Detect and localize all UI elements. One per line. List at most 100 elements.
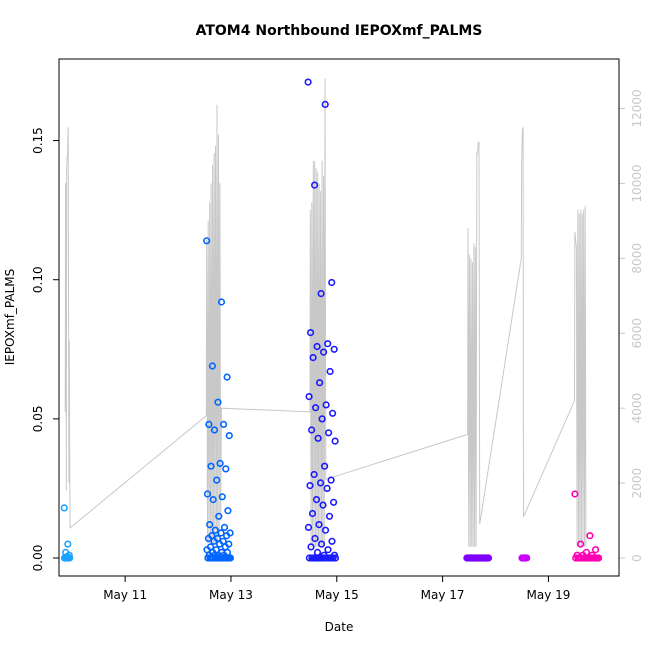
data-point (317, 540, 326, 548)
data-point (591, 546, 600, 554)
data-point (218, 493, 226, 501)
data-point (325, 429, 333, 437)
data-point (308, 509, 317, 518)
data-point (324, 546, 332, 554)
y-tick-label: 0.05 (31, 405, 45, 432)
x-tick-label: May 17 (421, 588, 465, 602)
data-point (222, 465, 230, 473)
data-point (317, 290, 325, 298)
data-point (327, 554, 336, 562)
data-point (319, 501, 327, 509)
data-point (216, 459, 224, 468)
data-point (321, 100, 329, 108)
data-point (220, 523, 229, 532)
data-point (331, 437, 339, 445)
data-point (317, 554, 325, 562)
data-point (571, 490, 579, 498)
data-point (321, 462, 329, 470)
data-point (304, 78, 312, 86)
data-point (203, 237, 211, 245)
data-point (321, 526, 330, 534)
y-tick-label: 0.15 (31, 127, 45, 154)
data-point (210, 426, 219, 434)
data-point (576, 540, 585, 548)
data-point (310, 554, 319, 562)
axes-layer: May 11 May 13 May 15 May 17 May 19 0.00 0.05 0.… (31, 89, 644, 602)
data-point (211, 526, 219, 534)
y-tick-label: 0.10 (31, 266, 45, 293)
data-point (314, 434, 322, 442)
data-point (313, 342, 321, 351)
data-point (214, 554, 222, 562)
data-point (329, 409, 337, 417)
points-layer (60, 78, 603, 562)
data-point (223, 373, 231, 381)
data-point (310, 470, 318, 479)
data-point (215, 512, 223, 520)
chart-title: ATOM4 Northbound IEPOXmf_PALMS (196, 23, 483, 39)
y2-tick-label: 4000 (630, 393, 644, 424)
data-point (322, 401, 330, 409)
data-point (60, 504, 68, 512)
data-point (223, 532, 231, 540)
data-point (470, 554, 478, 562)
data-point (320, 348, 328, 356)
data-point (311, 534, 319, 543)
data-point (520, 554, 528, 562)
data-point (315, 520, 323, 529)
data-point (328, 278, 336, 287)
data-point (323, 484, 331, 493)
data-point (204, 534, 212, 543)
data-point (327, 476, 335, 484)
data-point (313, 548, 322, 557)
data-point (225, 432, 233, 440)
data-point (312, 496, 321, 504)
data-point (330, 345, 338, 353)
data-point (206, 520, 214, 529)
y2-tick-label: 10000 (630, 164, 644, 202)
data-point (307, 543, 315, 551)
data-point (210, 537, 218, 545)
data-point (203, 490, 212, 498)
data-point (216, 540, 224, 548)
data-point (324, 340, 332, 348)
y-tick-label: 0.00 (31, 545, 45, 572)
data-point (591, 554, 599, 562)
data-point (213, 476, 221, 484)
data-point (308, 426, 316, 434)
data-point (226, 554, 234, 562)
data-point (312, 404, 320, 412)
data-point (307, 329, 315, 337)
y2-tick-label: 6000 (630, 318, 644, 349)
x-tick-label: May 19 (526, 588, 570, 602)
data-point (214, 398, 222, 406)
data-point (205, 420, 213, 429)
data-point (311, 181, 319, 189)
x-axis-label: Date (325, 620, 354, 634)
data-point (220, 420, 228, 429)
data-point (207, 462, 215, 470)
y2-tick-label: 8000 (630, 243, 644, 274)
data-point (64, 540, 72, 548)
y2-tick-label: 2000 (630, 468, 644, 499)
secondary-series-line (64, 78, 587, 547)
data-point (316, 379, 324, 387)
data-point (318, 415, 326, 423)
data-point (217, 529, 225, 537)
data-point (217, 298, 226, 306)
data-point (321, 554, 329, 562)
secondary-series-layer (64, 78, 587, 547)
y2-tick-label: 12000 (630, 89, 644, 127)
data-point (317, 479, 325, 487)
data-point (304, 523, 313, 532)
data-point (483, 554, 491, 562)
y2-tick-label: 0 (630, 554, 644, 562)
data-point (309, 354, 317, 362)
data-point (223, 554, 231, 562)
data-point (331, 554, 340, 562)
data-point (325, 512, 334, 520)
data-point (328, 537, 336, 545)
data-point (586, 532, 594, 540)
data-point (306, 482, 314, 490)
